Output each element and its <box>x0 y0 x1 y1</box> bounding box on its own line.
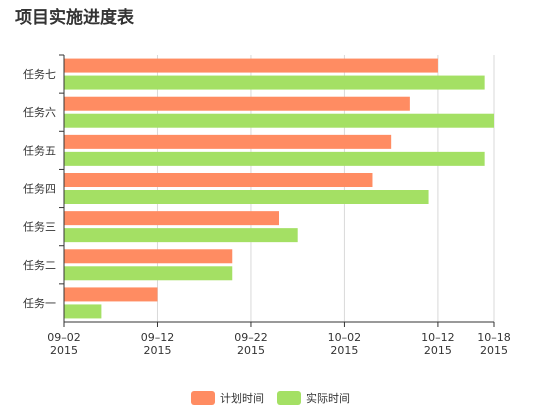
grid-lines <box>157 55 494 322</box>
bar-actual[interactable] <box>65 152 485 166</box>
bar-planned[interactable] <box>65 173 373 187</box>
y-category-label: 任务四 <box>23 183 56 196</box>
bar-planned[interactable] <box>65 211 280 225</box>
bar-actual[interactable] <box>65 304 102 318</box>
x-tick-year-label: 2015 <box>237 344 265 357</box>
x-tick-label: 10–12 <box>421 331 455 344</box>
legend-item[interactable]: 实际时间 <box>277 391 350 405</box>
x-tick-year-label: 2015 <box>330 344 358 357</box>
bar-actual[interactable] <box>65 228 298 242</box>
x-tick-label: 10–02 <box>328 331 362 344</box>
legend-swatch <box>277 391 301 405</box>
bar-planned[interactable] <box>65 249 233 263</box>
y-category-label: 任务六 <box>23 106 56 119</box>
y-category-label: 任务七 <box>23 68 56 81</box>
x-tick-year-label: 2015 <box>143 344 171 357</box>
x-tick-label: 09–02 <box>47 331 81 344</box>
bar-actual[interactable] <box>65 76 485 90</box>
legend-label: 计划时间 <box>220 392 264 405</box>
bar-actual[interactable] <box>65 190 429 204</box>
x-tick-year-label: 2015 <box>480 344 508 357</box>
x-tick-label: 09–22 <box>234 331 268 344</box>
x-tick-year-label: 2015 <box>50 344 78 357</box>
x-tick-label: 10–18 <box>477 331 511 344</box>
bar-actual[interactable] <box>65 266 233 280</box>
legend[interactable]: 计划时间 实际时间 <box>191 391 350 405</box>
bar-planned[interactable] <box>65 97 410 111</box>
legend-swatch <box>191 391 215 405</box>
y-category-label: 任务五 <box>23 144 56 157</box>
bar-actual[interactable] <box>65 114 495 128</box>
bar-planned[interactable] <box>65 287 158 301</box>
y-category-label: 任务一 <box>23 297 56 310</box>
legend-item[interactable]: 计划时间 <box>191 391 264 405</box>
bars <box>65 59 495 319</box>
y-category-label: 任务三 <box>23 221 56 234</box>
bar-planned[interactable] <box>65 135 392 149</box>
bar-planned[interactable] <box>65 59 438 73</box>
x-tick-label: 09–12 <box>141 331 175 344</box>
legend-label: 实际时间 <box>306 391 350 405</box>
x-tick-year-label: 2015 <box>424 344 452 357</box>
y-category-label: 任务二 <box>23 259 56 272</box>
